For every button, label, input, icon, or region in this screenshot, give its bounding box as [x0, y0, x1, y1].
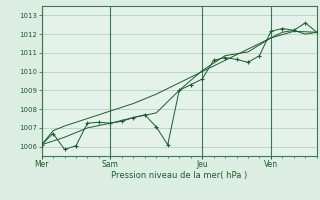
X-axis label: Pression niveau de la mer( hPa ): Pression niveau de la mer( hPa ) — [111, 171, 247, 180]
